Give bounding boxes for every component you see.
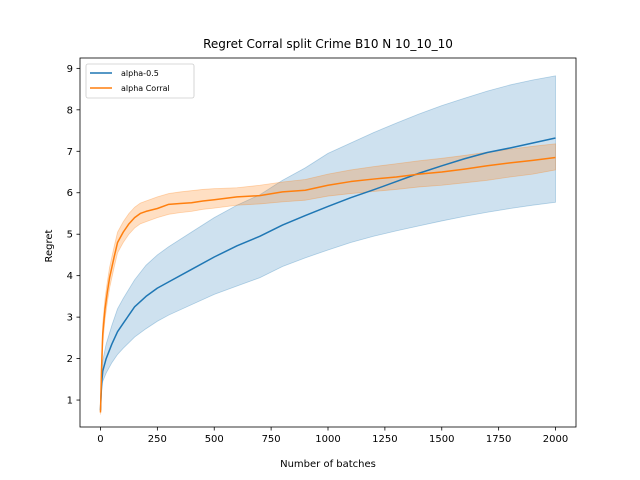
- x-tick-label: 250: [148, 434, 167, 445]
- band-alpha-corral: [100, 143, 556, 415]
- series-line-alpha-0.5: [99, 137, 556, 411]
- y-tick-label: 7: [67, 147, 73, 158]
- legend-box: [85, 63, 195, 99]
- y-axis-ticks: 1 2 3 4 5 6 7 8 9: [67, 64, 80, 407]
- x-tick-label: 500: [205, 434, 224, 445]
- legend: alpha-0.5 alpha Corral: [85, 63, 195, 99]
- x-axis-label: Number of batches: [280, 459, 376, 470]
- x-axis-ticks: 0 250 500 750 1000 1250 1500 1750 2000: [97, 427, 568, 445]
- x-tick-label: 1250: [372, 434, 397, 445]
- confidence-bands: [100, 75, 556, 415]
- y-tick-label: 4: [67, 271, 73, 282]
- band-alpha-0.5: [100, 75, 556, 413]
- series-lines: [99, 137, 556, 413]
- y-tick-label: 6: [67, 188, 73, 199]
- y-tick-label: 1: [67, 396, 73, 407]
- y-axis-label: Regret: [44, 229, 55, 262]
- y-tick-label: 8: [67, 105, 73, 116]
- chart-title: Regret Corral split Crime B10 N 10_10_10: [203, 37, 453, 51]
- x-tick-label: 1500: [429, 434, 454, 445]
- y-tick-label: 3: [67, 313, 73, 324]
- y-tick-label: 5: [67, 230, 73, 241]
- series-line-alpha-corral: [99, 156, 556, 413]
- legend-label: alpha-0.5: [121, 69, 159, 78]
- legend-label: alpha Corral: [121, 84, 170, 93]
- x-tick-label: 750: [262, 434, 281, 445]
- x-tick-label: 1750: [486, 434, 511, 445]
- x-tick-label: 1000: [315, 434, 340, 445]
- y-tick-label: 9: [67, 64, 73, 75]
- x-tick-label: 2000: [543, 434, 568, 445]
- x-tick-label: 0: [97, 434, 103, 445]
- y-tick-label: 2: [67, 354, 73, 365]
